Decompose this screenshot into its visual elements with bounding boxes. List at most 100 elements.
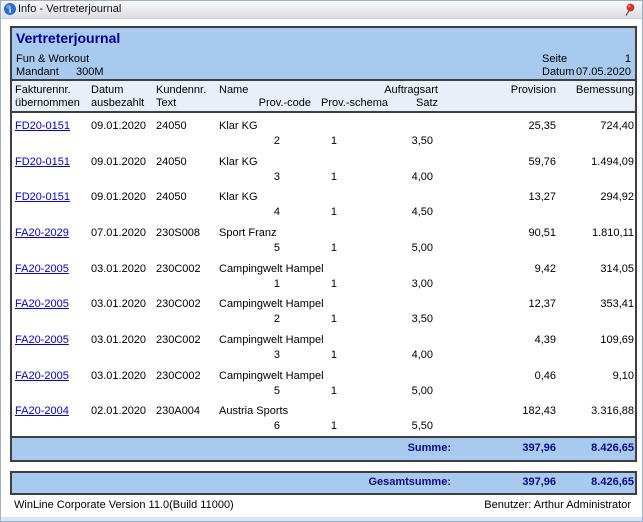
row-customer-name: Campingwelt Hampel <box>219 262 324 275</box>
row-prov-code: 6 <box>273 420 280 433</box>
column-header-row: Fakturennr. Datum Kundennr. Name Auftrag… <box>12 81 635 113</box>
row-customer-name: Austria Sports <box>219 405 289 418</box>
table-body: FD20-0151 09.01.2020 24050 Klar KG 25,35… <box>12 115 635 436</box>
row-customer-number: 230A004 <box>156 405 201 418</box>
row-prov-schema: 1 <box>330 170 337 183</box>
row-rate: 4,00 <box>411 170 433 183</box>
row-prov-schema: 1 <box>330 241 337 254</box>
table-row: FD20-0151 09.01.2020 24050 Klar KG 25,35… <box>12 115 635 151</box>
row-customer-number: 230C002 <box>156 369 201 382</box>
row-date: 03.01.2020 <box>91 333 147 346</box>
mandant-value: 300M <box>76 66 104 78</box>
row-customer-number: 230S008 <box>156 226 201 239</box>
app-version-text: WinLine Corporate Version 11.0(Build 110… <box>14 499 234 511</box>
row-prov-code: 1 <box>273 277 280 290</box>
row-prov-schema: 1 <box>330 348 337 361</box>
sum-label: Summe: <box>407 442 451 454</box>
row-provision: 13,27 <box>528 191 556 204</box>
row-assessment: 353,41 <box>600 298 634 311</box>
window-title: Info - Vertreterjournal <box>18 3 122 15</box>
table-row: FA20-2004 02.01.2020 230A004 Austria Spo… <box>12 400 635 436</box>
row-prov-code: 2 <box>273 313 280 326</box>
row-provision: 12,37 <box>528 298 556 311</box>
row-rate: 5,50 <box>411 420 433 433</box>
row-prov-code: 2 <box>273 135 280 147</box>
row-date: 03.01.2020 <box>91 369 147 382</box>
row-provision: 182,43 <box>522 405 556 418</box>
row-customer-name: Campingwelt Hampel <box>219 298 324 311</box>
row-provision: 25,35 <box>528 120 556 132</box>
row-rate: 4,50 <box>411 206 433 219</box>
row-prov-schema: 1 <box>330 277 337 290</box>
pin-icon[interactable] <box>623 3 636 17</box>
row-assessment: 9,10 <box>612 369 634 382</box>
row-rate: 3,00 <box>411 277 433 290</box>
page-label: Seite <box>542 53 568 65</box>
sum-row: Summe: 397,96 8.426,65 <box>12 436 635 460</box>
table-row: FD20-0151 09.01.2020 24050 Klar KG 59,76… <box>12 151 635 187</box>
col-order-type: Auftragsart <box>384 84 438 96</box>
row-assessment: 3.316,88 <box>591 405 634 418</box>
window-title-bar[interactable]: i Info - Vertreterjournal <box>1 1 642 19</box>
row-assessment: 1.494,09 <box>591 155 634 168</box>
row-customer-name: Campingwelt Hampel <box>219 369 324 382</box>
row-date: 03.01.2020 <box>91 298 147 311</box>
row-customer-name: Klar KG <box>219 120 258 132</box>
invoice-link[interactable]: FA20-2005 <box>15 333 69 346</box>
invoice-link[interactable]: FA20-2005 <box>15 262 69 275</box>
row-date: 07.01.2020 <box>91 226 147 239</box>
row-rate: 5,00 <box>411 384 433 397</box>
company-name: Fun & Workout <box>16 53 90 65</box>
row-provision: 59,76 <box>528 155 556 168</box>
row-provision: 9,42 <box>534 262 556 275</box>
invoice-link[interactable]: FD20-0151 <box>15 155 71 168</box>
grand-total-label: Gesamtsumme: <box>368 476 451 488</box>
invoice-link[interactable]: FA20-2005 <box>15 298 69 311</box>
svg-text:i: i <box>9 4 12 14</box>
row-prov-code: 3 <box>273 170 280 183</box>
table-row: FA20-2005 03.01.2020 230C002 Campingwelt… <box>12 329 635 365</box>
row-rate: 4,00 <box>411 348 433 361</box>
row-date: 09.01.2020 <box>91 191 147 204</box>
row-rate: 3,50 <box>411 135 433 147</box>
row-assessment: 1.810,11 <box>591 226 634 239</box>
sum-assessment: 8.426,65 <box>591 442 634 454</box>
row-customer-number: 230C002 <box>156 262 201 275</box>
row-provision: 90,51 <box>528 226 556 239</box>
row-rate: 5,00 <box>411 241 433 254</box>
grand-total-provision: 397,96 <box>522 476 556 488</box>
row-date: 03.01.2020 <box>91 262 147 275</box>
row-customer-name: Campingwelt Hampel <box>219 333 324 346</box>
row-customer-number: 24050 <box>156 155 187 168</box>
report-frame: Vertreterjournal Fun & Workout Mandant 3… <box>10 26 637 462</box>
date-label: Datum <box>542 66 575 78</box>
row-date: 09.01.2020 <box>91 155 147 168</box>
col-customer-line1: Kundennr. <box>156 84 207 96</box>
row-prov-code: 3 <box>273 348 280 361</box>
col-invoice-line1: Fakturennr. <box>15 84 71 96</box>
invoice-link[interactable]: FD20-0151 <box>15 120 71 132</box>
row-date: 02.01.2020 <box>91 405 147 418</box>
invoice-link[interactable]: FA20-2004 <box>15 405 69 418</box>
row-customer-number: 24050 <box>156 120 187 132</box>
row-customer-name: Klar KG <box>219 191 258 204</box>
table-row: FD20-0151 09.01.2020 24050 Klar KG 13,27… <box>12 186 635 222</box>
table-row: FA20-2005 03.01.2020 230C002 Campingwelt… <box>12 293 635 329</box>
date-value: 07.05.2020 <box>575 66 631 78</box>
row-prov-schema: 1 <box>330 135 337 147</box>
invoice-link[interactable]: FA20-2029 <box>15 226 69 239</box>
info-icon: i <box>4 3 16 15</box>
col-assessment: Bemessung <box>575 84 634 96</box>
table-row: FA20-2005 03.01.2020 230C002 Campingwelt… <box>12 258 635 294</box>
invoice-link[interactable]: FD20-0151 <box>15 191 71 204</box>
row-provision: 0,46 <box>534 369 556 382</box>
row-prov-schema: 1 <box>330 206 337 219</box>
invoice-link[interactable]: FA20-2005 <box>15 369 69 382</box>
row-prov-schema: 1 <box>330 384 337 397</box>
col-customer-line2: Text <box>156 97 177 109</box>
col-date-line2: ausbezahlt <box>91 97 145 109</box>
row-assessment: 724,40 <box>600 120 634 132</box>
grand-total-assessment: 8.426,65 <box>591 476 634 488</box>
row-assessment: 109,69 <box>600 333 634 346</box>
